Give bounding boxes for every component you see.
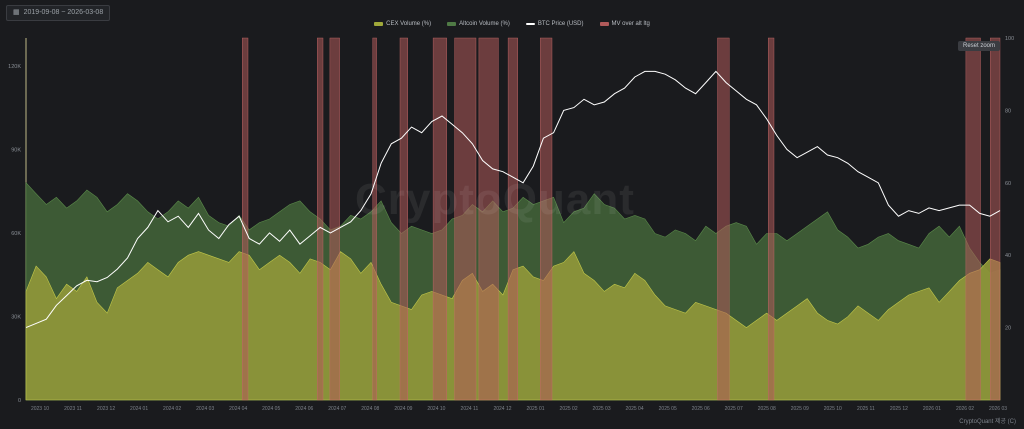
legend-swatch — [599, 22, 609, 26]
mv-bar-8 — [507, 37, 519, 401]
x-tick-label: 2025 04 — [626, 406, 644, 412]
legend-label: Altcoin Volume (%) — [459, 21, 510, 27]
mv-bar-13 — [990, 37, 1001, 401]
x-tick-label: 2025 01 — [526, 406, 544, 412]
y-left-tick-label: 30K — [11, 315, 21, 321]
y-left-tick-label: 90K — [11, 147, 21, 153]
mv-bar-3 — [372, 37, 377, 401]
x-tick-label: 2026 01 — [923, 406, 941, 412]
legend-item-cex[interactable]: CEX Volume (%) — [374, 21, 431, 27]
mv-bar-9 — [540, 37, 553, 401]
legend-item-mv[interactable]: MV over alt ltg — [599, 21, 650, 27]
legend-label: BTC Price (USD) — [537, 21, 584, 27]
chart-legend: CEX Volume (%) Altcoin Volume (%) BTC Pr… — [0, 21, 1024, 27]
btc-price-line — [25, 70, 1001, 329]
legend-item-btc-price[interactable]: BTC Price (USD) — [525, 21, 584, 27]
x-tick-label: 2026 03 — [989, 406, 1007, 412]
x-tick-label: 2024 10 — [427, 406, 445, 412]
legend-swatch — [447, 22, 457, 26]
x-tick-label: 2025 05 — [659, 406, 677, 412]
x-tick-label: 2026 02 — [956, 406, 974, 412]
y-left-tick-label: 120K — [8, 64, 21, 70]
mv-bar-4 — [399, 37, 409, 401]
legend-item-altcoin[interactable]: Altcoin Volume (%) — [447, 21, 510, 27]
mv-bar-0 — [241, 37, 249, 401]
mv-bar-12 — [965, 37, 981, 401]
mv-bar-5 — [432, 37, 447, 401]
x-tick-label: 2024 02 — [163, 406, 181, 412]
legend-label: CEX Volume (%) — [386, 21, 432, 27]
x-tick-label: 2024 01 — [130, 406, 148, 412]
x-tick-label: 2024 04 — [229, 406, 247, 412]
mv-bar-7 — [478, 37, 499, 401]
legend-label: MV over alt ltg — [611, 21, 650, 27]
x-tick-label: 2025 11 — [857, 406, 875, 412]
x-tick-label: 2024 09 — [394, 406, 412, 412]
x-tick-label: 2024 11 — [461, 406, 479, 412]
mv-bar-1 — [317, 37, 324, 401]
y-left-tick-label: 0 — [18, 398, 21, 404]
x-tick-label: 2025 12 — [890, 406, 908, 412]
x-tick-label: 2024 08 — [361, 406, 379, 412]
legend-swatch — [525, 23, 535, 25]
y-right-tick-label: 100 — [1005, 36, 1014, 42]
x-tick-label: 2023 12 — [97, 406, 115, 412]
calendar-icon: ▦ — [13, 9, 20, 16]
x-tick-label: 2025 02 — [560, 406, 578, 412]
date-range-text: 2019-09-08 ~ 2026-03-08 — [23, 9, 104, 16]
mv-bar-11 — [768, 37, 775, 401]
x-tick-label: 2024 12 — [493, 406, 511, 412]
y-right-tick-label: 20 — [1005, 326, 1011, 332]
x-tick-label: 2024 07 — [328, 406, 346, 412]
x-tick-label: 2025 07 — [725, 406, 743, 412]
y-right-tick-label: 60 — [1005, 181, 1011, 187]
reset-zoom-button[interactable]: Reset zoom — [957, 41, 1000, 51]
legend-swatch — [374, 22, 384, 26]
mv-bar-6 — [454, 37, 477, 401]
mv-bar-2 — [329, 37, 340, 401]
credit-text: CryptoQuant 제공 (C) — [959, 419, 1016, 425]
x-tick-label: 2023 11 — [64, 406, 82, 412]
x-tick-label: 2025 09 — [791, 406, 809, 412]
x-tick-label: 2024 05 — [262, 406, 280, 412]
y-left-tick-label: 60K — [11, 231, 21, 237]
x-tick-label: 2024 03 — [196, 406, 214, 412]
x-tick-label: 2024 06 — [295, 406, 313, 412]
mv-bar-10 — [717, 37, 730, 401]
x-tick-label: 2025 06 — [692, 406, 710, 412]
x-tick-label: 2023 10 — [31, 406, 49, 412]
y-right-tick-label: 80 — [1005, 108, 1011, 114]
x-tick-label: 2025 10 — [824, 406, 842, 412]
y-right-tick-label: 40 — [1005, 253, 1011, 259]
x-tick-label: 2025 08 — [758, 406, 776, 412]
date-range-picker[interactable]: ▦ 2019-09-08 ~ 2026-03-08 — [6, 5, 111, 21]
x-tick-label: 2025 03 — [593, 406, 611, 412]
